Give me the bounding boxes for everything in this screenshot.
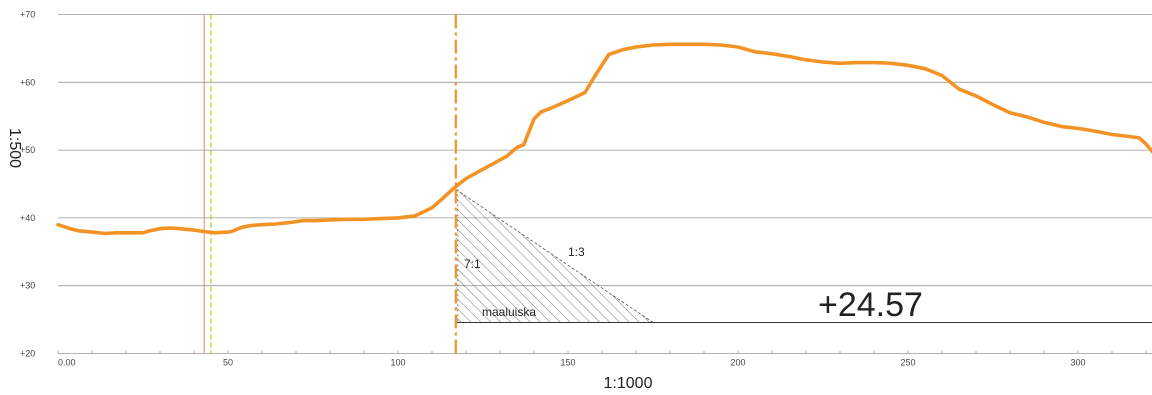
x-tick-label: 150 (560, 358, 575, 368)
x-tick-label: 200 (730, 358, 745, 368)
y-tick-label: +60 (20, 77, 35, 87)
y-tick-label: +40 (20, 213, 35, 223)
x-tick-label: 0.00 (58, 358, 76, 368)
y-axis-label: 1:500 (6, 128, 23, 168)
axis-ticks: +20 +30 +40 +50 +60 +70 0.00 50 100 150 200 250 300 (20, 10, 1147, 368)
wedge-label: maaluiska (482, 305, 536, 319)
profile-series (56, 42, 1152, 236)
x-axis-label: 1:1000 (604, 375, 653, 392)
y-tick-label: +20 (20, 349, 35, 359)
slope-wedge (455, 189, 1152, 324)
terrain-profile-line (56, 42, 1152, 236)
reference-lines (203, 14, 457, 354)
level-value-label: +24.57 (818, 286, 923, 324)
gridlines (58, 14, 1152, 354)
back-ratio-label: 1:3 (568, 245, 585, 259)
y-tick-label: +70 (20, 10, 35, 20)
x-tick-label: 50 (223, 358, 233, 368)
x-tick-label: 250 (900, 358, 915, 368)
wedge-hatch (455, 189, 653, 323)
x-tick-label: 100 (390, 358, 405, 368)
y-tick-label: +30 (20, 281, 35, 291)
front-ratio-label: 7:1 (464, 257, 481, 271)
y-tick-label: +50 (20, 145, 35, 155)
x-tick-label: 300 (1070, 358, 1085, 368)
